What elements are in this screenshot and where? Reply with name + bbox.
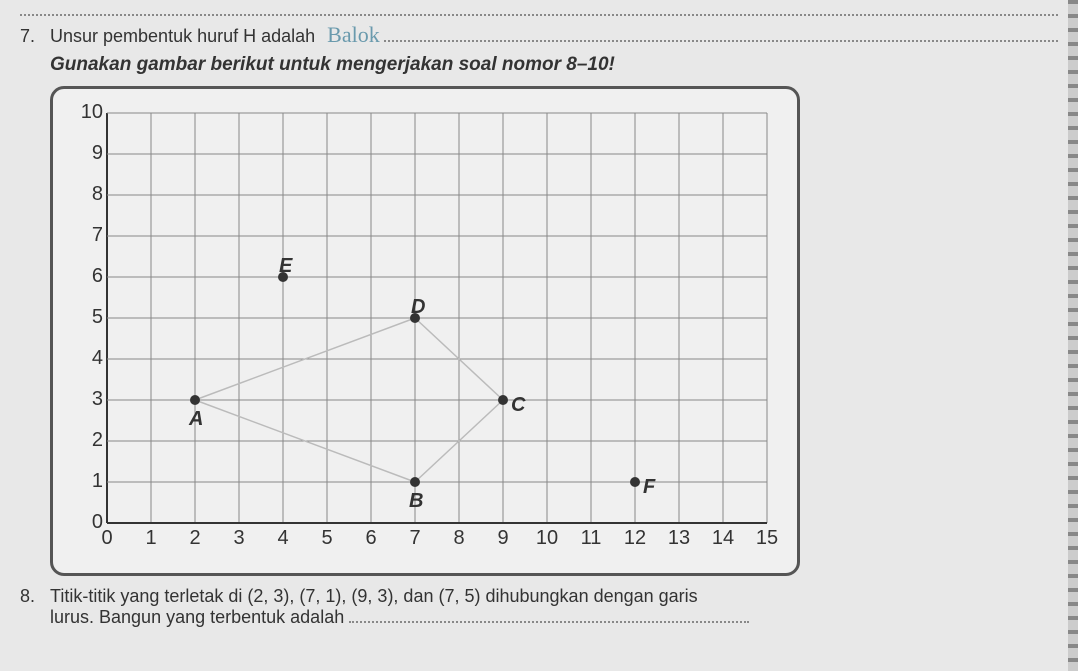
question-8-body: Titik-titik yang terletak di (2, 3), (7,… bbox=[50, 586, 1058, 628]
y-tick-label: 7 bbox=[77, 224, 103, 247]
question-7-answer-handwritten: Balok bbox=[327, 22, 380, 48]
y-tick-label: 4 bbox=[77, 347, 103, 370]
x-tick-label: 0 bbox=[92, 527, 122, 550]
question-8-blank-line bbox=[349, 621, 749, 623]
x-tick-label: 1 bbox=[136, 527, 166, 550]
coordinate-chart-frame: 0123456789100123456789101112131415ABCDEF bbox=[50, 86, 800, 576]
x-tick-label: 6 bbox=[356, 527, 386, 550]
point-C bbox=[498, 395, 508, 405]
question-7-number: 7. bbox=[20, 26, 50, 47]
x-tick-label: 8 bbox=[444, 527, 474, 550]
instruction-text: Gunakan gambar berikut untuk mengerjakan… bbox=[50, 54, 1058, 76]
x-tick-label: 15 bbox=[752, 527, 782, 550]
top-dotted-rule bbox=[20, 14, 1058, 16]
question-8-line2-text: lurus. Bangun yang terbentuk adalah bbox=[50, 607, 344, 627]
x-tick-label: 13 bbox=[664, 527, 694, 550]
y-tick-label: 6 bbox=[77, 265, 103, 288]
x-tick-label: 7 bbox=[400, 527, 430, 550]
x-tick-label: 11 bbox=[576, 527, 606, 550]
question-7-blank-line bbox=[384, 24, 1058, 42]
x-tick-label: 12 bbox=[620, 527, 650, 550]
point-B bbox=[410, 477, 420, 487]
y-tick-label: 3 bbox=[77, 388, 103, 411]
y-tick-label: 1 bbox=[77, 470, 103, 493]
point-label-D: D bbox=[411, 296, 425, 319]
x-tick-label: 4 bbox=[268, 527, 298, 550]
x-tick-label: 9 bbox=[488, 527, 518, 550]
point-label-B: B bbox=[409, 490, 423, 513]
point-label-C: C bbox=[511, 394, 525, 417]
point-label-F: F bbox=[643, 476, 655, 499]
question-8-number: 8. bbox=[20, 586, 50, 607]
y-tick-label: 10 bbox=[77, 101, 103, 124]
question-8-line1: Titik-titik yang terletak di (2, 3), (7,… bbox=[50, 586, 1058, 607]
point-F bbox=[630, 477, 640, 487]
x-tick-label: 3 bbox=[224, 527, 254, 550]
x-tick-label: 2 bbox=[180, 527, 210, 550]
x-tick-label: 10 bbox=[532, 527, 562, 550]
question-8-line2: lurus. Bangun yang terbentuk adalah bbox=[50, 607, 1058, 628]
point-A bbox=[190, 395, 200, 405]
x-tick-label: 14 bbox=[708, 527, 738, 550]
y-tick-label: 2 bbox=[77, 429, 103, 452]
notebook-spiral-edge bbox=[1068, 0, 1078, 671]
question-8: 8. Titik-titik yang terletak di (2, 3), … bbox=[20, 586, 1058, 628]
coordinate-grid bbox=[77, 103, 797, 553]
question-7: 7. Unsur pembentuk huruf H adalah Balok bbox=[20, 22, 1058, 48]
question-7-text: Unsur pembentuk huruf H adalah bbox=[50, 26, 315, 47]
y-tick-label: 8 bbox=[77, 183, 103, 206]
point-label-A: A bbox=[189, 408, 203, 431]
y-tick-label: 9 bbox=[77, 142, 103, 165]
point-label-E: E bbox=[279, 255, 292, 278]
x-tick-label: 5 bbox=[312, 527, 342, 550]
coordinate-chart-area: 0123456789100123456789101112131415ABCDEF bbox=[77, 103, 777, 543]
y-tick-label: 5 bbox=[77, 306, 103, 329]
